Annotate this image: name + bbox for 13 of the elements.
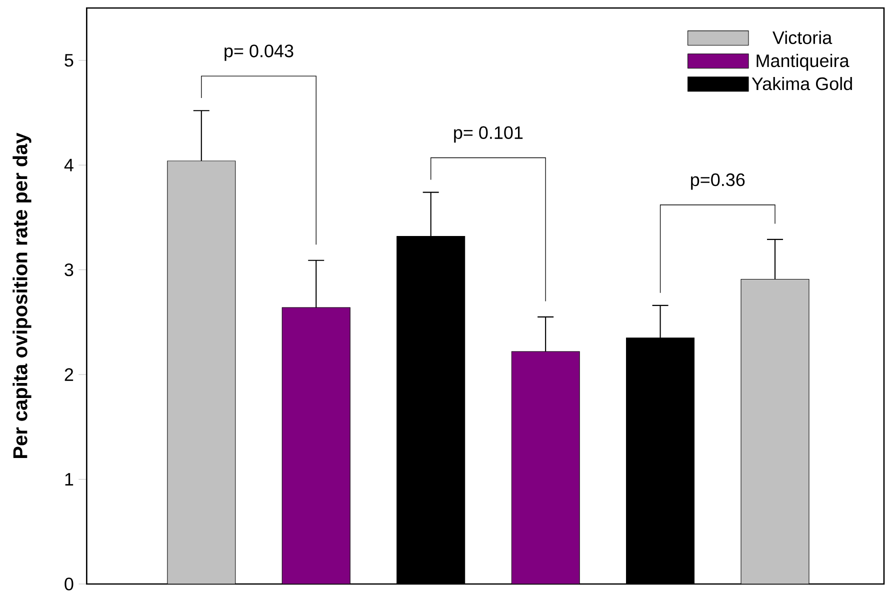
annotation: p= 0.043 <box>224 44 294 61</box>
y-tick-label: 4 <box>64 158 74 172</box>
y-tick-label: 0 <box>64 578 74 590</box>
legend-label: Yakima Gold <box>752 76 852 90</box>
annotation: p=0.36 <box>691 173 745 190</box>
y-tick-label: 2 <box>64 368 74 381</box>
y-axis-title: Per capita oviposition rate per day <box>12 132 32 458</box>
annotation: p= 0.101 <box>454 126 523 143</box>
y-tick-label: 3 <box>64 263 74 276</box>
legend-label: Victoria <box>772 30 832 44</box>
legend-label: Mantiqueira <box>756 54 850 71</box>
y-tick-label: 1 <box>65 473 74 486</box>
y-tick-label: 5 <box>64 54 74 67</box>
